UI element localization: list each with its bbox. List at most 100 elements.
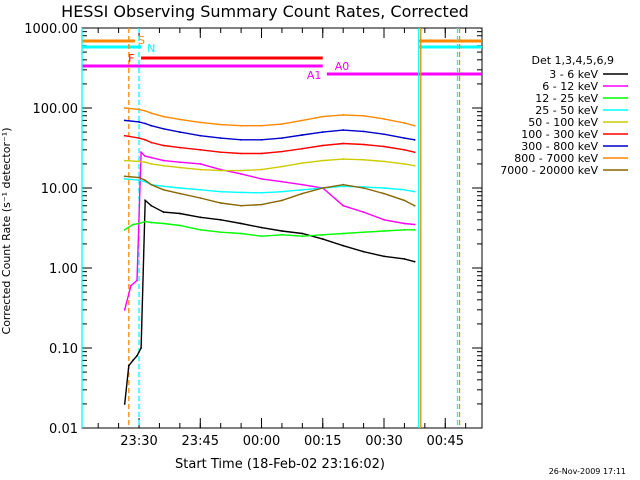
series-point [144, 155, 147, 158]
series-point [178, 224, 181, 227]
series-point [281, 233, 283, 236]
series-point [219, 137, 222, 140]
series-point [162, 115, 165, 118]
series-point [362, 231, 365, 234]
series-point [403, 228, 406, 231]
series-point [144, 220, 147, 223]
series-point [127, 364, 130, 367]
series-point [413, 190, 416, 193]
series-point [178, 187, 181, 189]
series-point [123, 403, 126, 405]
x-tick-label: 00:30 [365, 434, 402, 449]
series-point [301, 183, 304, 186]
series-point [321, 144, 324, 147]
series-point [403, 122, 406, 124]
series-point [362, 250, 365, 253]
series-point [342, 158, 345, 160]
legend-label: 25 - 50 keV [535, 104, 598, 117]
legend-label: 6 - 12 keV [542, 80, 598, 93]
series-line [124, 175, 415, 207]
series-point [123, 175, 126, 178]
series-point [281, 180, 283, 183]
series-point [138, 137, 140, 140]
series-point [199, 188, 202, 191]
series-point [162, 211, 165, 213]
series-point [301, 232, 304, 235]
legend-label: 12 - 25 keV [535, 92, 598, 105]
series-point [281, 230, 283, 232]
series-point [301, 119, 304, 122]
series-point [240, 152, 243, 155]
series-point [199, 228, 202, 231]
series-point [123, 228, 126, 231]
series-line [124, 135, 415, 155]
series-point [403, 137, 406, 140]
series-point [260, 152, 263, 155]
series-point [342, 244, 345, 247]
y-tick-label: 10.00 [41, 182, 78, 197]
series-point [123, 177, 126, 180]
series-point [342, 142, 345, 145]
series-point [362, 187, 365, 189]
legend-label: 300 - 800 keV [521, 140, 598, 153]
series-point [140, 151, 142, 154]
series-point [260, 138, 263, 141]
series-point [144, 138, 147, 141]
series-point [413, 151, 416, 154]
series-point [240, 138, 243, 141]
series-point [178, 131, 181, 133]
series-group [123, 107, 416, 405]
series-point [403, 199, 406, 202]
series-point [199, 168, 202, 171]
x-tick-label: 00:00 [243, 434, 280, 449]
series-point [281, 123, 283, 125]
series-point [383, 187, 385, 189]
series-point [321, 115, 324, 118]
series-point [342, 232, 345, 235]
y-tick-label: 0.10 [49, 342, 78, 357]
series-point [301, 134, 304, 136]
series-point [144, 199, 147, 202]
series-point [144, 179, 147, 182]
series-point [162, 159, 165, 162]
y-tick-label: 1.00 [49, 262, 78, 277]
series-point [240, 169, 243, 172]
series-point [321, 238, 324, 240]
series-point [240, 222, 243, 225]
series-point [281, 137, 283, 140]
series-point [413, 138, 416, 141]
series-point [321, 187, 324, 189]
flag-label-f: F [128, 52, 134, 65]
series-point [240, 124, 243, 127]
series-point [144, 122, 147, 125]
series-point [150, 156, 153, 159]
series-point [138, 108, 140, 111]
series-point [260, 235, 263, 238]
flag-label-s: S [138, 34, 145, 47]
series-point [362, 158, 365, 161]
series-point [240, 173, 243, 175]
legend-label: 50 - 100 keV [528, 116, 598, 129]
series-point [162, 164, 165, 167]
series-point [138, 176, 140, 179]
series-point [342, 113, 345, 116]
y-tick-label: 1000.00 [24, 22, 78, 37]
x-tick-label: 23:45 [182, 434, 219, 449]
series-point [123, 308, 126, 311]
series-point [219, 202, 222, 204]
series-point [260, 203, 263, 206]
series-point [260, 191, 263, 194]
series-point [162, 144, 165, 147]
series-point [383, 133, 385, 136]
series-point [301, 162, 304, 164]
series-point [219, 169, 222, 172]
series-point [403, 188, 406, 191]
series-point [199, 197, 202, 199]
x-tick-label: 23:30 [120, 434, 157, 449]
series-point [136, 279, 138, 282]
series-point [138, 222, 140, 225]
series-point [138, 179, 140, 182]
series-point [219, 231, 222, 234]
series-point [281, 150, 283, 153]
